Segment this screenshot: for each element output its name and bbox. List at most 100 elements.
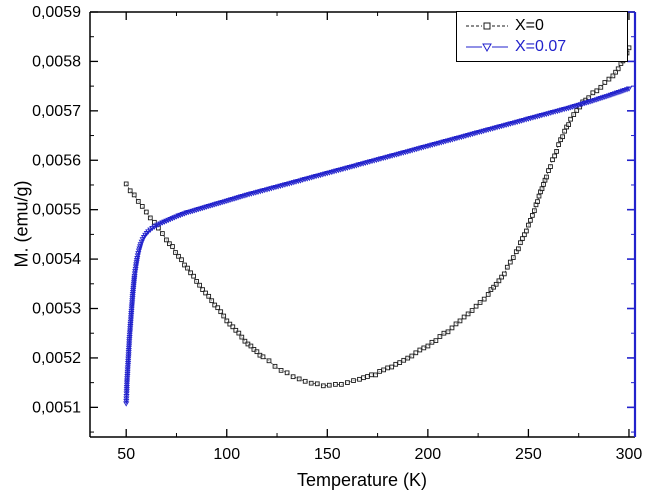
marker-square: [606, 76, 612, 82]
marker-square: [429, 339, 435, 345]
marker-square: [530, 213, 535, 218]
marker-square: [209, 298, 215, 304]
marker-square: [526, 222, 531, 228]
marker-triangle-down: [126, 339, 133, 345]
marker-square: [496, 278, 502, 284]
marker-triangle-down: [127, 319, 134, 325]
marker-square: [314, 381, 320, 387]
marker-square: [260, 354, 266, 360]
marker-square: [520, 236, 525, 241]
marker-square: [164, 237, 169, 243]
marker-square: [539, 186, 545, 192]
marker-square: [191, 273, 196, 279]
marker-triangle-down: [127, 326, 134, 332]
marker-square: [524, 228, 529, 234]
marker-square: [179, 257, 184, 263]
marker-triangle-down: [124, 378, 131, 384]
legend-label: X=0: [515, 16, 544, 34]
marker-square: [393, 361, 399, 367]
marker-square: [182, 262, 187, 268]
marker-square: [488, 287, 494, 292]
marker-square: [409, 353, 415, 359]
marker-triangle-down: [145, 229, 152, 235]
marker-square: [554, 149, 559, 154]
series-x007: [123, 86, 633, 407]
marker-square: [445, 329, 451, 335]
marker-square: [176, 253, 181, 259]
marker-triangle-down: [127, 324, 134, 330]
marker-square: [167, 241, 172, 247]
marker-triangle-down: [132, 266, 139, 273]
marker-square: [594, 88, 600, 94]
marker-square: [290, 374, 296, 380]
marker-square: [272, 363, 278, 369]
marker-square: [548, 164, 553, 169]
marker-square: [200, 287, 205, 292]
marker-triangle-down: [127, 317, 134, 323]
marker-square: [477, 300, 483, 305]
y-tick-label: 0,0056: [32, 152, 81, 169]
marker-square: [345, 380, 350, 385]
marker-square: [194, 279, 199, 284]
marker-square: [425, 343, 431, 349]
marker-triangle-down: [133, 262, 140, 268]
marker-square: [131, 192, 137, 198]
marker-triangle-down: [126, 330, 133, 336]
marker-triangle-down: [128, 311, 135, 317]
marker-square: [465, 311, 471, 317]
marker-square: [568, 116, 573, 122]
marker-square: [266, 358, 272, 364]
x-tick-label: 50: [117, 446, 135, 463]
marker-square: [461, 314, 467, 320]
marker-square: [206, 293, 212, 299]
marker-square: [203, 290, 208, 296]
marker-square: [516, 246, 521, 252]
marker-square: [433, 338, 439, 343]
marker-square: [615, 66, 621, 72]
legend-item: X=0: [465, 15, 619, 36]
marker-square: [215, 305, 221, 311]
marker-square: [501, 271, 507, 277]
marker-square: [173, 250, 178, 255]
marker-square: [284, 370, 290, 376]
legend: X=0 X=0.07: [456, 11, 628, 62]
marker-triangle-down: [129, 292, 136, 298]
marker-square: [361, 375, 366, 381]
x-axis-label: Temperature (K): [296, 470, 428, 490]
x-tick-label: 150: [314, 446, 341, 463]
marker-square: [221, 313, 227, 319]
marker-square: [518, 240, 523, 246]
x-tick-label: 300: [616, 446, 643, 463]
marker-square: [339, 382, 344, 387]
marker-square: [499, 274, 504, 280]
marker-square: [541, 182, 546, 187]
marker-triangle-down: [124, 376, 131, 382]
marker-square: [242, 338, 248, 344]
marker-triangle-down: [131, 271, 138, 277]
marker-triangle-down: [147, 227, 154, 233]
marker-square: [536, 193, 542, 199]
marker-square: [369, 372, 374, 378]
marker-square: [437, 334, 443, 339]
marker-square: [550, 157, 555, 163]
marker-square: [449, 325, 455, 331]
y-tick-label: 0,0052: [32, 350, 81, 367]
marker-triangle-down: [126, 337, 133, 343]
marker-square: [236, 330, 242, 336]
marker-square: [473, 303, 479, 309]
marker-square: [365, 374, 370, 379]
marker-square: [613, 69, 618, 75]
marker-triangle-down: [123, 396, 130, 402]
x-tick-label: 100: [213, 446, 240, 463]
marker-square: [143, 209, 149, 215]
marker-square: [453, 321, 459, 327]
marker-triangle-down: [125, 358, 132, 365]
marker-square: [320, 383, 326, 389]
marker-square: [147, 215, 153, 221]
marker-square: [308, 380, 314, 386]
marker-square: [123, 181, 129, 187]
marker-square: [413, 350, 419, 356]
marker-square: [212, 302, 218, 308]
marker-square: [373, 372, 378, 378]
marker-square: [485, 292, 491, 297]
